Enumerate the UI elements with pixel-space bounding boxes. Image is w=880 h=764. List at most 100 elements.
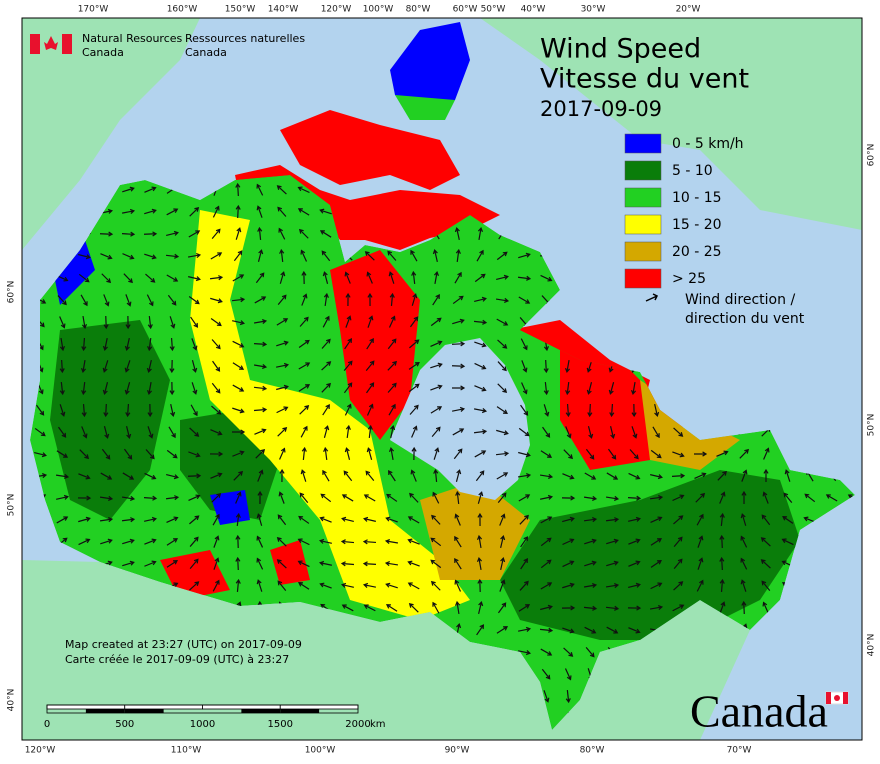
wind-arrow <box>276 362 290 368</box>
wind-arrow <box>474 273 486 283</box>
wind-arrow <box>518 451 531 458</box>
wind-arrow <box>500 557 506 570</box>
wind-arrow <box>366 271 373 284</box>
wind-arrow <box>474 362 487 370</box>
wind-arrow <box>563 647 574 657</box>
wind-arrow <box>540 604 553 611</box>
wind-arrow <box>430 317 442 327</box>
wind-arrow <box>297 208 310 216</box>
wind-arrow <box>628 538 641 545</box>
wind-arrow <box>411 293 418 306</box>
lat-label-left: 60°N <box>7 281 17 304</box>
wind-arrow <box>322 271 329 284</box>
wind-arrow <box>343 382 353 394</box>
wind-arrow <box>649 495 664 501</box>
wind-arrow <box>276 318 289 326</box>
wind-arrow <box>408 383 420 393</box>
scale-label: 500 <box>115 719 134 730</box>
wind-arrow <box>540 559 552 569</box>
wind-arrow <box>147 337 153 352</box>
lon-label-bottom: 100°W <box>305 746 336 756</box>
hudson-bay <box>390 338 530 500</box>
wind-arrow <box>477 226 484 241</box>
zone-west-dark <box>50 320 170 520</box>
wind-arrow <box>80 294 88 307</box>
wind-arrow <box>607 448 617 460</box>
wind-arrow <box>190 316 199 328</box>
wind-arrow <box>301 293 308 306</box>
wind-arrow <box>520 536 529 548</box>
wind-arrow <box>279 447 286 460</box>
wind-arrow <box>741 600 747 615</box>
wind-arrow <box>476 624 485 636</box>
wind-arrow <box>56 494 69 500</box>
scale-segment <box>202 704 281 710</box>
wind-arrow <box>496 274 509 281</box>
scale-segment <box>124 704 203 710</box>
wind-arrow <box>211 339 221 350</box>
wind-arrow <box>165 253 180 259</box>
scale-bar: 0 500 1000 1500 2000 km <box>44 704 386 730</box>
title-en: Wind Speed <box>540 34 701 65</box>
wind-arrow <box>78 538 91 546</box>
wind-arrow <box>253 318 268 325</box>
wind-arrow <box>144 560 157 567</box>
wind-arrow <box>388 315 396 328</box>
lon-label-top: 60°W <box>453 5 478 15</box>
wind-arrow <box>169 316 176 329</box>
wind-arrow <box>784 469 791 482</box>
wind-arrow <box>344 403 352 416</box>
wind-arrow <box>407 560 420 567</box>
wind-arrow <box>609 426 616 439</box>
wordmark-flag-left <box>826 692 831 704</box>
wind-direction-en: Wind direction / <box>685 292 795 308</box>
wind-arrow <box>717 470 727 481</box>
wind-arrow <box>125 294 132 307</box>
wind-arrow <box>59 316 66 329</box>
wind-arrow <box>587 426 594 439</box>
wind-arrow <box>387 250 397 261</box>
wind-arrow <box>300 469 307 482</box>
wind-arrow <box>124 382 131 395</box>
wind-arrow <box>452 428 465 436</box>
wind-arrow <box>584 560 597 567</box>
scale-segment <box>124 709 164 713</box>
wind-arrow <box>455 490 461 505</box>
wind-arrow <box>365 470 375 482</box>
wind-arrow <box>432 249 438 262</box>
wind-arrow <box>388 470 396 482</box>
wind-arrow <box>565 381 571 396</box>
wind-arrow <box>605 583 620 589</box>
wind-arrow <box>384 538 399 545</box>
wind-arrow <box>496 429 509 436</box>
wind-arrow <box>276 559 287 569</box>
wind-arrow <box>672 451 685 458</box>
lon-label-top: 160°W <box>167 5 198 15</box>
wind-arrow <box>297 560 310 568</box>
wind-arrow <box>673 581 684 591</box>
wind-arrow <box>431 514 441 525</box>
wind-arrow <box>474 450 487 458</box>
scale-label: 0 <box>44 719 50 730</box>
wind-arrow <box>762 491 769 504</box>
wind-arrow <box>232 384 245 392</box>
wind-arrow <box>606 538 619 545</box>
wind-arrow <box>340 539 355 545</box>
wind-arrow <box>474 341 487 348</box>
wind-arrow <box>188 295 200 305</box>
wind-arrow <box>697 535 704 548</box>
wind-arrow <box>235 556 241 571</box>
wind-arrow <box>430 406 443 414</box>
lon-label-top: 30°W <box>581 5 606 15</box>
wind-arrow <box>740 579 747 592</box>
wind-arrow <box>56 516 69 524</box>
wind-arrow <box>605 517 620 523</box>
wind-arrow <box>761 514 771 526</box>
arctic-islands-north <box>280 110 460 190</box>
wind-arrow <box>345 424 351 439</box>
wind-arrow <box>102 382 109 395</box>
wind-arrow <box>696 579 704 592</box>
wind-arrow <box>144 472 157 480</box>
wind-arrow <box>101 273 112 284</box>
wind-arrow <box>279 468 285 483</box>
